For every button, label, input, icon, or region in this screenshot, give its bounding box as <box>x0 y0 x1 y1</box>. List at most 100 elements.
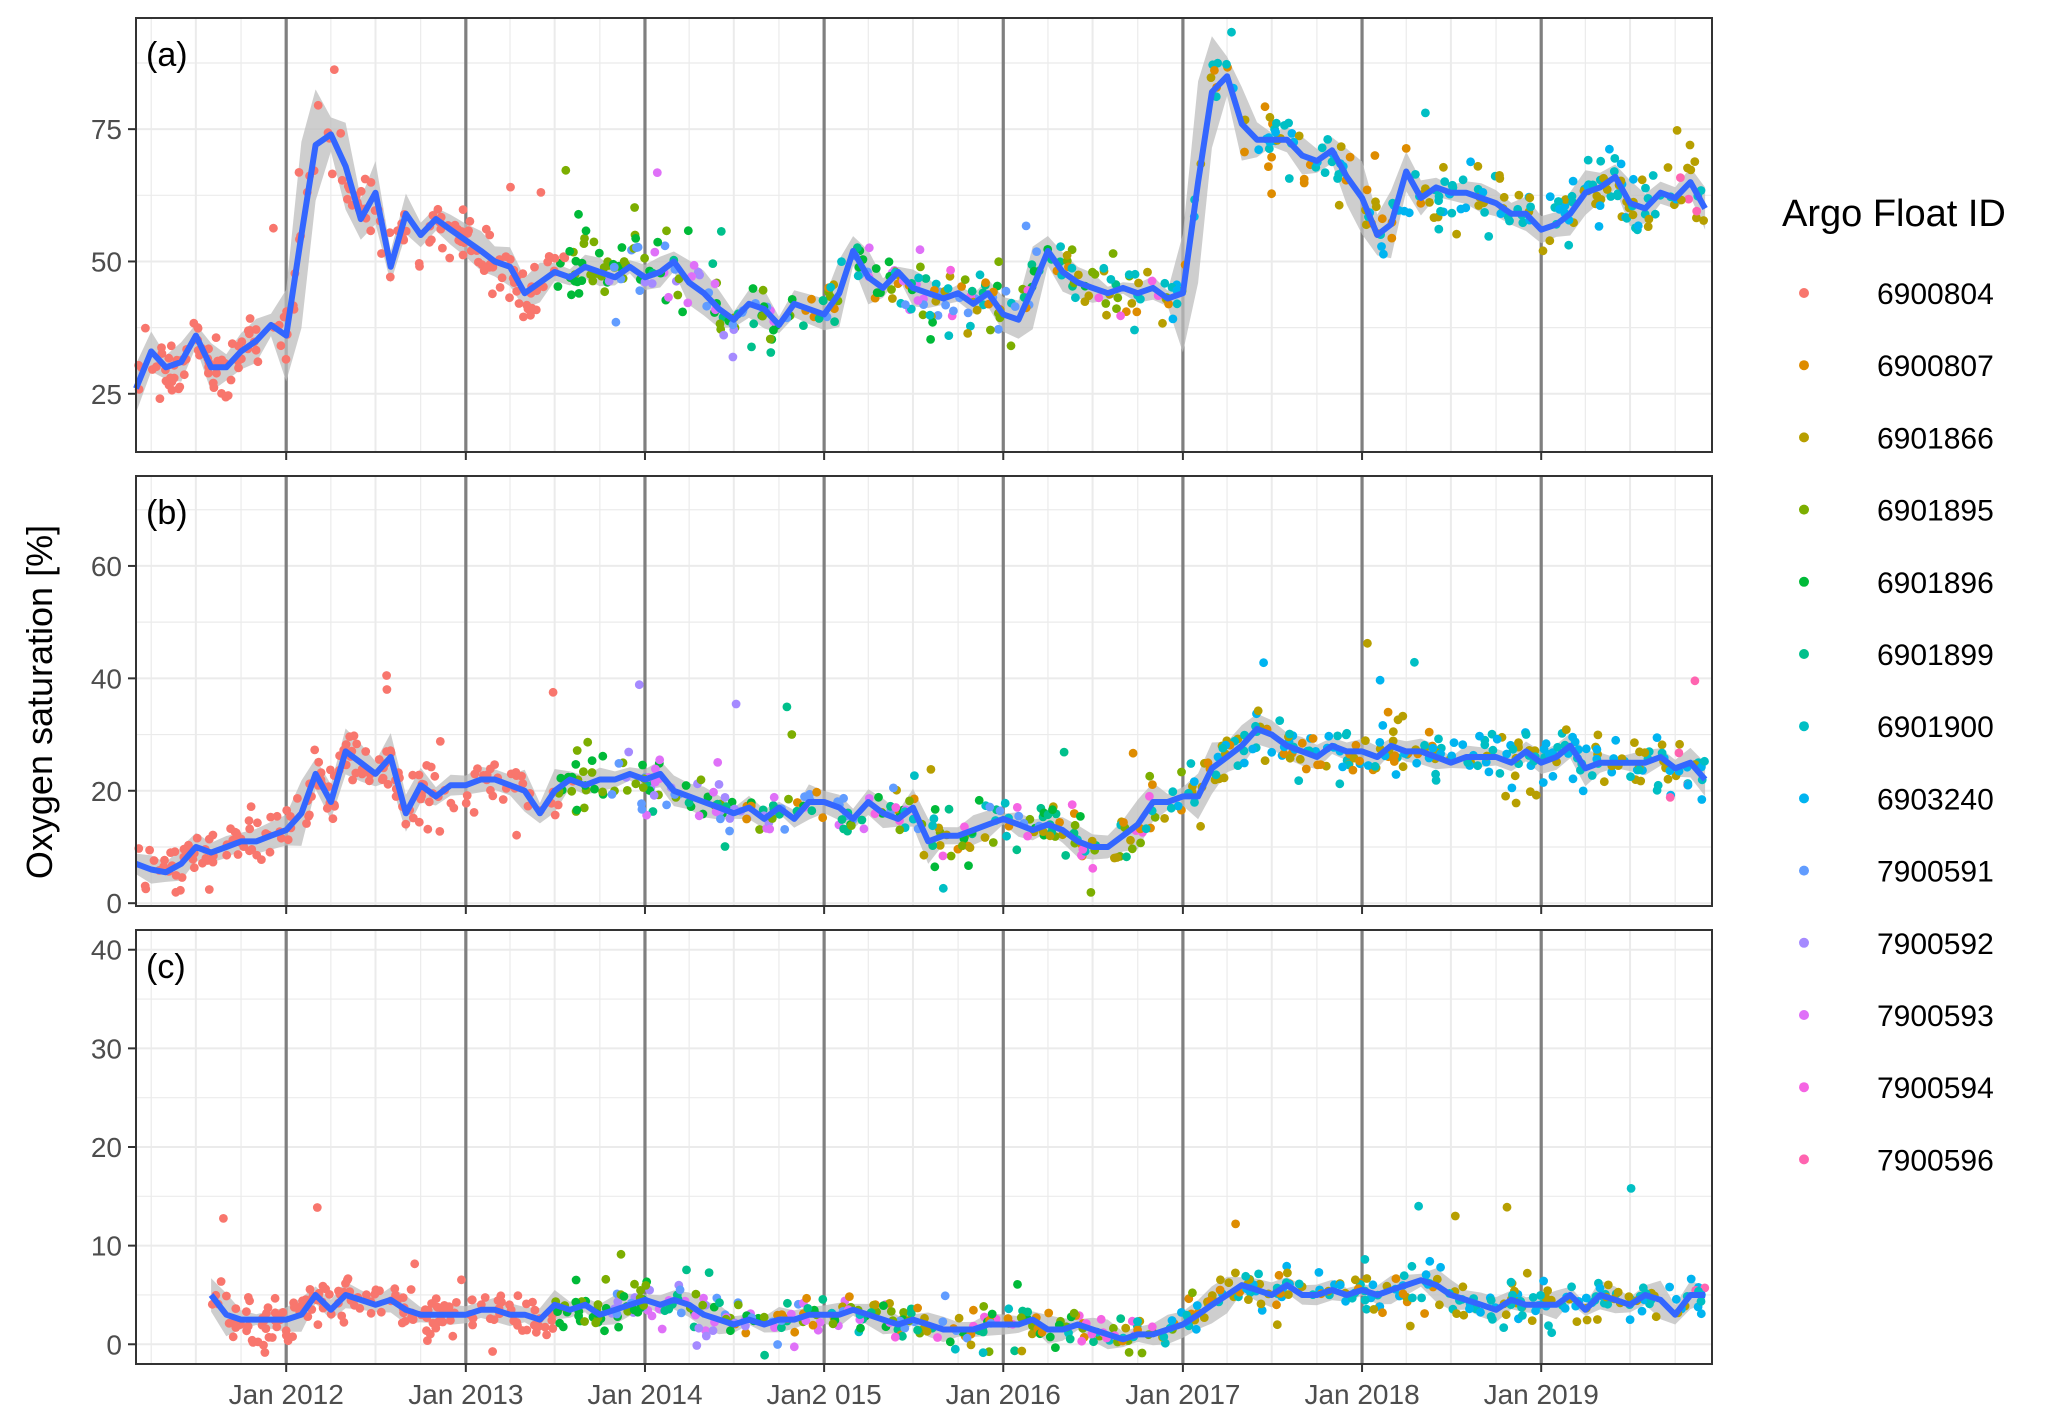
data-point-6900804 <box>294 168 304 177</box>
data-point-6901866 <box>1206 73 1216 82</box>
data-point-6901900 <box>1499 1323 1509 1332</box>
data-point-6900804 <box>501 252 511 261</box>
data-point-6903240 <box>1652 733 1662 742</box>
data-point-6900804 <box>425 237 434 247</box>
data-point-7900594 <box>960 822 969 832</box>
data-point-6901895 <box>572 746 582 755</box>
data-point-7900592 <box>640 277 650 287</box>
legend-title: Argo Float ID <box>1782 193 2006 235</box>
data-point-6900807 <box>1264 162 1273 172</box>
data-point-6901895 <box>567 786 577 796</box>
data-point-6900807 <box>812 787 822 797</box>
data-point-6900807 <box>1274 1270 1284 1280</box>
data-point-6900804 <box>243 1321 253 1331</box>
data-point-6901896 <box>930 805 940 814</box>
data-point-6901866 <box>1256 1299 1266 1309</box>
data-point-6901900 <box>1399 1271 1409 1281</box>
data-point-6901866 <box>1613 1287 1623 1297</box>
data-point-6900804 <box>530 1305 540 1315</box>
panel-label: (a) <box>146 36 188 74</box>
data-point-6901866 <box>1336 142 1346 152</box>
data-point-6901900 <box>1264 144 1274 154</box>
data-point-7900593 <box>915 245 925 255</box>
data-point-6901866 <box>1160 814 1169 823</box>
data-point-7900591 <box>635 286 645 295</box>
data-point-7900594 <box>1147 276 1157 286</box>
data-point-6900804 <box>488 1347 497 1356</box>
data-point-7900591 <box>994 324 1003 334</box>
data-point-6903240 <box>1637 1306 1647 1316</box>
data-point-6901866 <box>1216 1275 1225 1285</box>
data-point-6901900 <box>1133 1317 1142 1326</box>
data-point-6900804 <box>511 768 521 777</box>
data-point-6901896 <box>683 226 693 236</box>
data-point-6901866 <box>1196 821 1205 831</box>
data-point-6903240 <box>1633 221 1643 231</box>
data-point-7900592 <box>624 747 634 757</box>
data-point-7900591 <box>637 799 646 809</box>
data-point-6903240 <box>1466 157 1475 167</box>
data-point-6900804 <box>302 819 311 828</box>
data-point-6900807 <box>1370 151 1380 160</box>
data-point-7900593 <box>652 168 662 178</box>
data-point-6901900 <box>1473 761 1483 771</box>
data-point-6901895 <box>988 838 998 847</box>
data-point-6903240 <box>1476 1307 1485 1317</box>
data-point-6900804 <box>217 355 227 365</box>
legend-item-7900592: 7900592 <box>1799 928 1994 961</box>
data-point-6901866 <box>869 1300 878 1310</box>
data-point-6901866 <box>1683 163 1692 173</box>
data-point-7900596 <box>1692 206 1702 216</box>
panel-border <box>135 475 1713 907</box>
data-point-6900804 <box>251 325 261 334</box>
data-point-7900592 <box>695 270 704 280</box>
data-point-6901866 <box>1501 1310 1511 1320</box>
data-point-6901896 <box>1048 805 1057 815</box>
data-point-6900807 <box>1132 307 1142 317</box>
legend-label: 6901900 <box>1877 711 1994 744</box>
data-point-6901900 <box>1000 798 1010 808</box>
data-point-6901900 <box>1606 192 1616 201</box>
legend-label: 6901899 <box>1877 639 1994 672</box>
data-point-6900807 <box>1401 144 1411 153</box>
data-point-6900804 <box>269 223 278 233</box>
y-tick-label: 40 <box>91 935 122 966</box>
legend-item-6901900: 6901900 <box>1799 711 1994 744</box>
data-point-6901866 <box>1283 1268 1292 1278</box>
data-point-6903240 <box>1568 774 1578 784</box>
data-point-6900804 <box>488 791 498 801</box>
data-point-6900807 <box>1279 749 1289 759</box>
data-point-6901896 <box>638 760 647 770</box>
data-point-6900804 <box>377 249 386 258</box>
data-point-6901895 <box>733 1300 743 1310</box>
data-point-6900804 <box>141 323 150 333</box>
data-point-6901866 <box>1224 1278 1234 1288</box>
y-tick-label: 30 <box>91 1033 122 1064</box>
data-point-6900807 <box>818 813 828 823</box>
data-point-6900804 <box>498 795 508 804</box>
data-point-6900804 <box>251 345 261 355</box>
data-point-6901899 <box>818 296 828 305</box>
data-point-6900807 <box>1267 152 1276 162</box>
data-point-6903240 <box>1458 740 1468 749</box>
data-point-6900804 <box>448 1331 458 1341</box>
data-point-6903240 <box>1625 1315 1635 1324</box>
data-point-6900804 <box>293 794 302 803</box>
data-point-6901866 <box>1474 201 1484 210</box>
data-point-6901866 <box>1452 1309 1461 1318</box>
data-point-7900591 <box>933 311 943 320</box>
data-point-7900596 <box>1665 793 1675 802</box>
data-point-7900594 <box>1145 791 1154 801</box>
legend-swatch <box>1799 937 1809 948</box>
data-point-6901900 <box>1431 776 1441 785</box>
data-point-6903240 <box>1425 1256 1435 1266</box>
data-point-6900804 <box>318 1281 328 1291</box>
data-point-6900804 <box>438 243 447 253</box>
data-point-6901896 <box>1051 1343 1060 1352</box>
data-point-6901900 <box>1067 263 1077 273</box>
panel-2: 0 20 40 60 (b) <box>91 475 1713 919</box>
data-point-7900591 <box>676 1308 686 1318</box>
y-tick-label: 75 <box>91 114 122 145</box>
data-point-6900804 <box>366 1308 376 1318</box>
data-point-7900593 <box>769 792 779 802</box>
